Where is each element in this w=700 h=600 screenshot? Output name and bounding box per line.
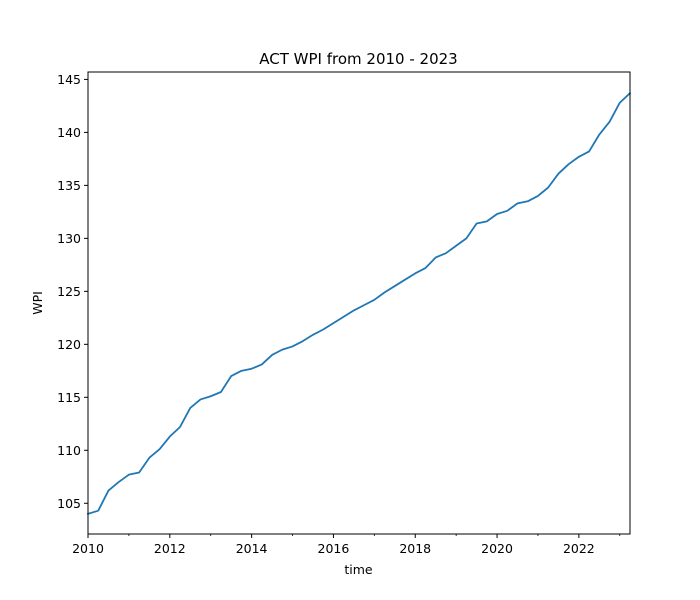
x-tick-label: 2014 bbox=[236, 541, 268, 556]
x-tick-label: 2012 bbox=[154, 541, 186, 556]
axes-frame bbox=[87, 71, 631, 535]
y-tick-label: 130 bbox=[57, 231, 81, 246]
x-axis-title: time bbox=[344, 562, 373, 577]
x-tick-label: 2020 bbox=[481, 541, 513, 556]
y-tick-label: 120 bbox=[57, 337, 81, 352]
y-axis: 105 110 115 120 125 130 135 140 145 bbox=[57, 72, 88, 511]
y-tick-label: 110 bbox=[57, 443, 81, 458]
y-tick-label: 125 bbox=[57, 284, 81, 299]
x-tick-label: 2018 bbox=[399, 541, 431, 556]
x-tick-label: 2016 bbox=[318, 541, 350, 556]
x-tick-label: 2010 bbox=[72, 541, 104, 556]
x-axis: 2010 2012 2014 2016 2018 2020 2022 bbox=[72, 534, 621, 556]
y-tick-label: 145 bbox=[57, 72, 81, 87]
y-tick-label: 135 bbox=[57, 178, 81, 193]
y-axis-title: WPI bbox=[30, 291, 45, 315]
chart-title: ACT WPI from 2010 - 2023 bbox=[259, 50, 457, 68]
y-tick-label: 140 bbox=[57, 125, 81, 140]
x-tick-label: 2022 bbox=[563, 541, 595, 556]
y-tick-label: 105 bbox=[57, 496, 81, 511]
series-line-0 bbox=[86, 91, 632, 515]
plot-area bbox=[86, 91, 632, 515]
y-tick-label: 115 bbox=[57, 390, 81, 405]
